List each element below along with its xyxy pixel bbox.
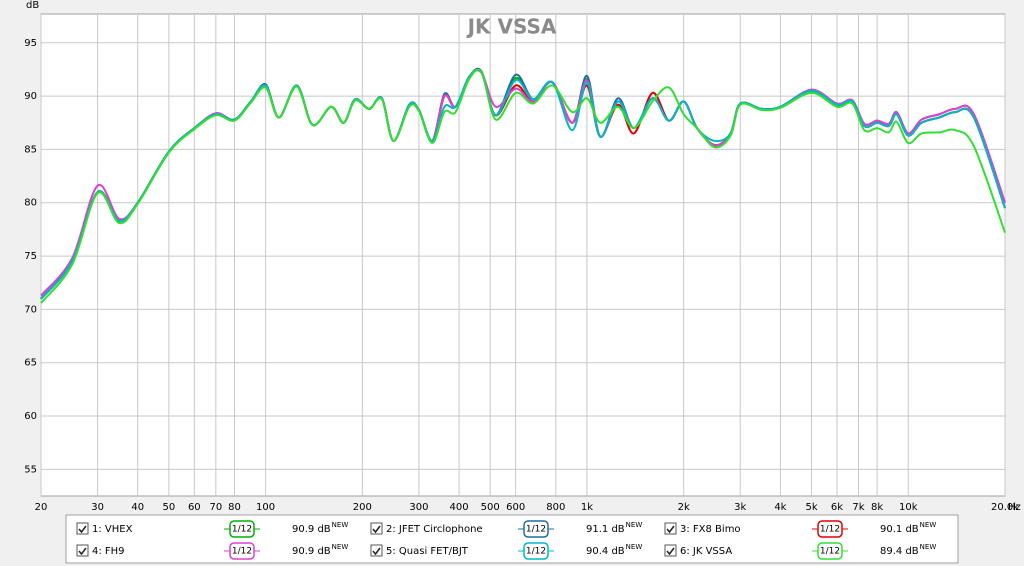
y-tick-label: 85 (24, 144, 37, 155)
x-tick-label: 3k (734, 502, 746, 513)
legend-box (65, 514, 959, 564)
smoothing-label: 1/12 (526, 525, 546, 535)
x-tick-label: 5k (805, 502, 817, 513)
legend-checkbox[interactable] (664, 522, 677, 535)
legend-level: 89.4 dB (880, 546, 919, 557)
checkmark (372, 547, 381, 556)
smoothing-box (523, 542, 549, 560)
x-tick-label: 50 (163, 502, 176, 513)
legend-checkbox[interactable] (76, 522, 89, 535)
x-tick-label: 7k (852, 502, 864, 513)
legend-checkbox[interactable] (664, 544, 677, 557)
x-tick-label: 30 (91, 502, 104, 513)
x-tick-label: 20 (35, 502, 48, 513)
y-tick-label: 95 (24, 38, 37, 49)
x-tick-label: 6k (831, 502, 843, 513)
legend-tag: NEW (332, 543, 349, 551)
checkmark (372, 525, 381, 534)
legend-checkbox[interactable] (76, 544, 89, 557)
x-tick-label: 500 (481, 502, 500, 513)
legend-checkbox[interactable] (370, 544, 383, 557)
y-tick-label: 75 (24, 251, 37, 262)
legend-tag: NEW (920, 521, 937, 529)
x-tick-label: 1k (581, 502, 593, 513)
x-tick-label: 400 (450, 502, 469, 513)
x-tick-label: 2k (678, 502, 690, 513)
legend-checkbox[interactable] (370, 522, 383, 535)
legend-label: 4: FH9 (92, 546, 125, 557)
checkmark (666, 525, 675, 534)
smoothing-box (229, 520, 255, 538)
smoothing-label: 1/12 (820, 525, 840, 535)
y-unit: dB (26, 0, 39, 11)
x-tick-label: 80 (228, 502, 241, 513)
smoothing-label: 1/12 (232, 547, 252, 557)
smoothing-label: 1/12 (820, 547, 840, 557)
legend-tag: NEW (332, 521, 349, 529)
legend-level: 91.1 dB (586, 524, 625, 535)
legend-tag: NEW (920, 543, 937, 551)
x-unit: Hz (1008, 502, 1021, 513)
x-tick-label: 70 (209, 502, 222, 513)
y-tick-label: 60 (24, 411, 37, 422)
checkmark (78, 525, 87, 534)
legend-level: 90.4 dB (586, 546, 625, 557)
x-tick-label: 4k (774, 502, 786, 513)
checkmark (666, 547, 675, 556)
series-line (40, 68, 1006, 304)
y-tick-label: 80 (24, 198, 37, 209)
legend-level: 90.9 dB (292, 546, 331, 557)
legend-tag: NEW (626, 543, 643, 551)
x-tick-label: 20.0k (991, 502, 1019, 513)
smoothing-box (523, 520, 549, 538)
y-tick-label: 90 (24, 91, 37, 102)
x-tick-label: 800 (546, 502, 565, 513)
x-tick-label: 40 (131, 502, 144, 513)
x-tick-label: 60 (188, 502, 201, 513)
x-tick-label: 100 (256, 502, 275, 513)
x-tick-label: 10k (899, 502, 918, 513)
legend-tag: NEW (626, 521, 643, 529)
y-tick-label: 65 (24, 358, 37, 369)
x-tick-label: 600 (506, 502, 525, 513)
x-tick-label: 8k (871, 502, 883, 513)
smoothing-box (817, 542, 843, 560)
smoothing-label: 1/12 (232, 525, 252, 535)
smoothing-label: 1/12 (526, 547, 546, 557)
x-tick-label: 300 (409, 502, 428, 513)
smoothing-box (229, 542, 255, 560)
chart-title: JK VSSA (466, 15, 557, 39)
legend-level: 90.9 dB (292, 524, 331, 535)
legend-label: 2: JFET Circlophone (386, 524, 483, 535)
y-tick-label: 70 (24, 304, 37, 315)
legend-label: 1: VHEX (92, 524, 133, 535)
legend-label: 5: Quasi FET/BJT (386, 546, 469, 557)
legend-label: 6: JK VSSA (680, 546, 732, 557)
y-tick-label: 55 (24, 464, 37, 475)
legend-label: 3: FX8 Bimo (680, 524, 741, 535)
legend-level: 90.1 dB (880, 524, 919, 535)
smoothing-box (817, 520, 843, 538)
x-tick-label: 200 (353, 502, 372, 513)
checkmark (78, 547, 87, 556)
